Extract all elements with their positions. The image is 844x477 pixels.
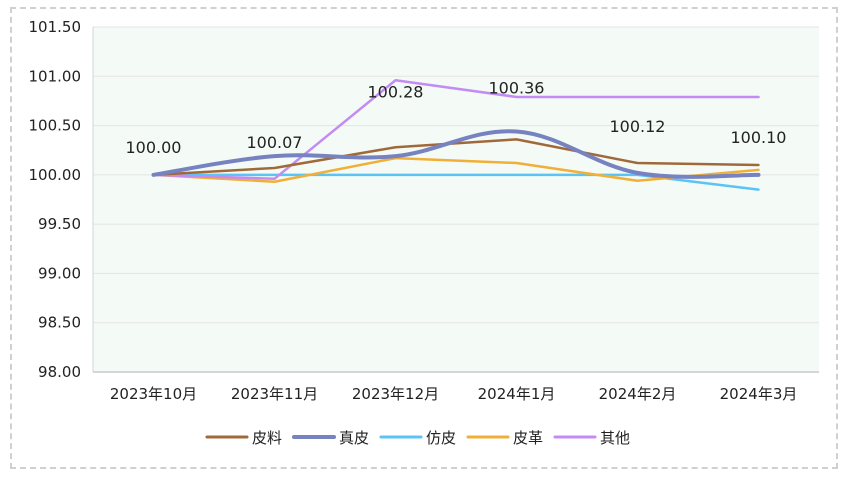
legend-label: 其他	[600, 429, 630, 447]
x-axis: 2023年10月 2023年11月 2023年12月 2024年1月 2024年2月 20…	[93, 371, 819, 403]
y-tick-label: 98.50	[38, 314, 81, 332]
y-tick-label: 101.00	[29, 67, 82, 85]
legend-label: 皮料	[252, 429, 282, 447]
series-lines	[151, 78, 761, 191]
series-line-0	[152, 138, 760, 177]
data-label: 100.12	[610, 117, 666, 136]
legend-label: 真皮	[339, 429, 369, 447]
series-line-1	[151, 129, 761, 179]
series-line-3	[152, 156, 760, 184]
x-tick-label: 2024年2月	[599, 385, 677, 403]
x-tick-label: 2023年11月	[231, 385, 318, 403]
legend-item: 皮革	[466, 429, 543, 447]
x-tick-label: 2023年12月	[352, 385, 439, 403]
series-line-4	[152, 78, 760, 181]
y-tick-label: 99.00	[38, 264, 81, 282]
legend-label: 仿皮	[426, 429, 456, 447]
data-label: 100.36	[489, 78, 545, 97]
data-label: 100.07	[247, 133, 303, 152]
y-axis: 98.00 98.50 99.00 99.50 100.00 100.50 101.00 10…	[29, 18, 94, 381]
x-tick-label: 2023年10月	[110, 385, 197, 403]
legend-item: 仿皮	[379, 429, 456, 447]
y-tick-label: 101.50	[29, 18, 82, 36]
legend-item: 皮料	[205, 429, 282, 447]
x-tick-label: 2024年3月	[720, 385, 798, 403]
y-tick-label: 98.00	[38, 363, 81, 381]
y-tick-label: 100.50	[29, 117, 82, 135]
y-tick-label: 99.50	[38, 215, 81, 233]
data-label: 100.28	[368, 82, 424, 101]
y-tick-label: 100.00	[29, 166, 82, 184]
data-label: 100.00	[126, 138, 182, 157]
legend-item: 真皮	[292, 429, 369, 447]
x-tick-label: 2024年1月	[478, 385, 556, 403]
legend: 皮料 真皮 仿皮 皮革 其他	[205, 429, 630, 447]
data-labels: 100.00 100.07 100.28 100.36 100.12 100.10	[126, 78, 787, 156]
legend-item: 其他	[553, 429, 630, 447]
gridlines	[93, 26, 819, 324]
plot-area	[93, 27, 819, 372]
data-label: 100.10	[731, 128, 787, 147]
legend-label: 皮革	[513, 429, 543, 447]
